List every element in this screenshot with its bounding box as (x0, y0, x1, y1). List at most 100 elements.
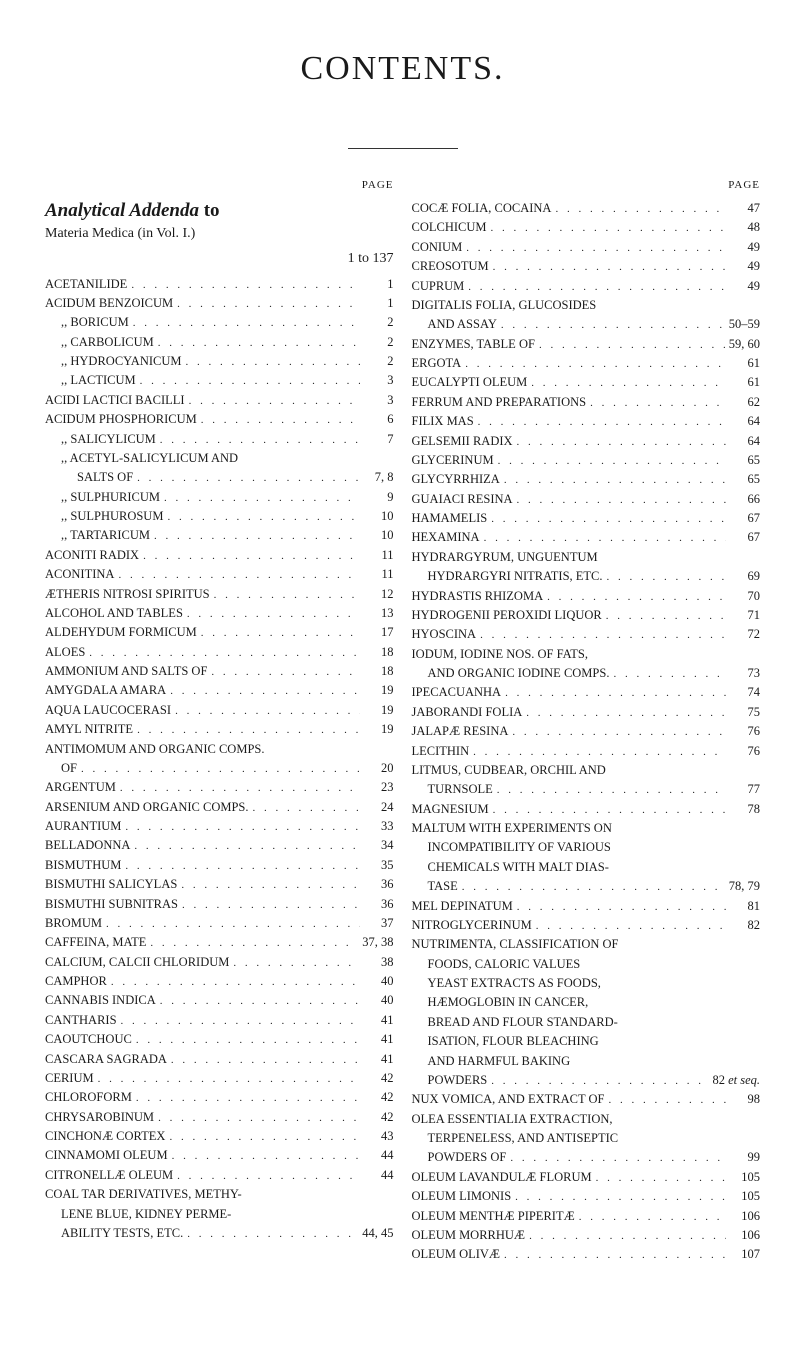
leader-dots (491, 220, 726, 237)
entry-label: ACIDI LACTICI BACILLI (45, 391, 185, 410)
entry-page: 7, 8 (364, 468, 394, 487)
leader-dots (480, 627, 726, 644)
entry-page: 42 (364, 1108, 394, 1127)
leader-dots (121, 1013, 360, 1030)
leader-dots (164, 490, 360, 507)
entry-page: 77 (730, 780, 760, 799)
entry-page: 62 (730, 393, 760, 412)
entry-page: 44 (364, 1146, 394, 1165)
entry-page: 47 (730, 199, 760, 218)
index-entry: CITRONELLÆ OLEUM44 (45, 1166, 394, 1185)
leader-dots (253, 800, 360, 817)
index-entry: ,, SALICYLICUM7 (45, 430, 394, 449)
entry-page: 36 (364, 875, 394, 894)
entry-label: ,, SULPHUROSUM (61, 507, 163, 526)
leader-dots (136, 1090, 360, 1107)
entry-label: ,, SULPHURICUM (61, 488, 160, 507)
leader-dots (160, 432, 360, 449)
index-entry: ACONITINA11 (45, 565, 394, 584)
entry-label: ACIDUM BENZOICUM (45, 294, 173, 313)
leader-dots (189, 393, 360, 410)
leader-dots (468, 279, 726, 296)
leader-dots (170, 683, 359, 700)
entry-label: JALAPÆ RESINA (412, 722, 509, 741)
entry-label: CAOUTCHOUC (45, 1030, 132, 1049)
entry-label: CAMPHOR (45, 972, 107, 991)
entry-page: 1 (364, 275, 394, 294)
entry-label: HYOSCINA (412, 625, 477, 644)
index-entry: MALTUM WITH EXPERIMENTS ON (412, 819, 761, 838)
leader-dots (106, 916, 360, 933)
entry-label: AND HARMFUL BAKING (428, 1052, 571, 1071)
entry-label: COCÆ FOLIA, COCAINA (412, 199, 552, 218)
index-entry: ÆTHERIS NITROSI SPIRITUS12 (45, 585, 394, 604)
page-title: CONTENTS. (45, 50, 760, 88)
leader-dots (493, 259, 726, 276)
entry-label: HYDRARGYRUM, UNGUENTUM (412, 548, 598, 567)
leader-dots (201, 625, 360, 642)
leader-dots (125, 858, 359, 875)
index-entry: OLEUM LIMONIS105 (412, 1187, 761, 1206)
entry-label: ,, TARTARICUM (61, 526, 150, 545)
entry-label: NUX VOMICA, AND EXTRACT OF (412, 1090, 605, 1109)
leader-dots (125, 819, 359, 836)
entry-page: 18 (364, 662, 394, 681)
entry-page: 33 (364, 817, 394, 836)
leader-dots (167, 509, 359, 526)
index-entry: HYDROGENII PEROXIDI LIQUOR71 (412, 606, 761, 625)
entry-label: ACIDUM PHOSPHORICUM (45, 410, 197, 429)
entry-page: 48 (730, 218, 760, 237)
index-entry: BISMUTHUM35 (45, 856, 394, 875)
index-entry: FERRUM AND PREPARATIONS 62 (412, 393, 761, 412)
entry-page: 2 (364, 313, 394, 332)
index-entry: DIGITALIS FOLIA, GLUCOSIDES (412, 296, 761, 315)
entry-page: 7 (364, 430, 394, 449)
entry-label: CINCHONÆ CORTEX (45, 1127, 165, 1146)
entry-label: GELSEMII RADIX (412, 432, 513, 451)
entry-label: HAMAMELIS (412, 509, 488, 528)
entry-page: 20 (364, 759, 394, 778)
entry-page: 106 (730, 1226, 760, 1245)
right-entries: COCÆ FOLIA, COCAINA47COLCHICUM48CONIUM49… (412, 199, 761, 1265)
index-entry: GLYCERINUM 65 (412, 451, 761, 470)
leader-dots (150, 935, 358, 952)
entry-page: 42 (364, 1069, 394, 1088)
leader-dots (536, 918, 726, 935)
entry-label: ALCOHOL AND TABLES (45, 604, 183, 623)
page-label-right: PAGE (412, 179, 761, 191)
page-label-left: PAGE (45, 179, 394, 191)
index-entry: FILIX MAS64 (412, 412, 761, 431)
leader-dots (465, 356, 726, 373)
entry-page: 18 (364, 643, 394, 662)
leader-dots (517, 899, 726, 916)
leader-dots (134, 838, 359, 855)
title-rule (348, 148, 458, 149)
leader-dots (160, 993, 360, 1010)
index-entry: OLEUM MORRHUÆ106 (412, 1226, 761, 1245)
right-column: PAGE COCÆ FOLIA, COCAINA47COLCHICUM48CON… (412, 179, 761, 1265)
index-entry: IPECACUANHA74 (412, 683, 761, 702)
entry-page: 65 (730, 451, 760, 470)
entry-label: ISATION, FLOUR BLEACHING (428, 1032, 599, 1051)
entry-label: CITRONELLÆ OLEUM (45, 1166, 173, 1185)
entry-label: HYDROGENII PEROXIDI LIQUOR (412, 606, 602, 625)
index-entry: POWDERS OF99 (412, 1148, 761, 1167)
entry-label: GUAIACI RESINA (412, 490, 513, 509)
index-entry: ,, BORICUM2 (45, 313, 394, 332)
leader-dots (498, 453, 726, 470)
index-entry: GELSEMII RADIX64 (412, 432, 761, 451)
entry-label: ARSENIUM AND ORGANIC COMPS. (45, 798, 249, 817)
entry-label: ABILITY TESTS, ETC. (61, 1224, 183, 1243)
index-entry: SALTS OF7, 8 (45, 468, 394, 487)
leader-dots (137, 722, 359, 739)
leader-dots (169, 1129, 359, 1146)
leader-dots (462, 879, 725, 896)
leader-dots (466, 240, 726, 257)
entry-label: IPECACUANHA (412, 683, 502, 702)
leader-dots (154, 528, 359, 545)
entry-page: 99 (730, 1148, 760, 1167)
entry-label: GLYCERINUM (412, 451, 494, 470)
entry-label: FERRUM AND PREPARATIONS (412, 393, 587, 412)
leader-dots (491, 1073, 708, 1090)
leader-dots (579, 1209, 726, 1226)
